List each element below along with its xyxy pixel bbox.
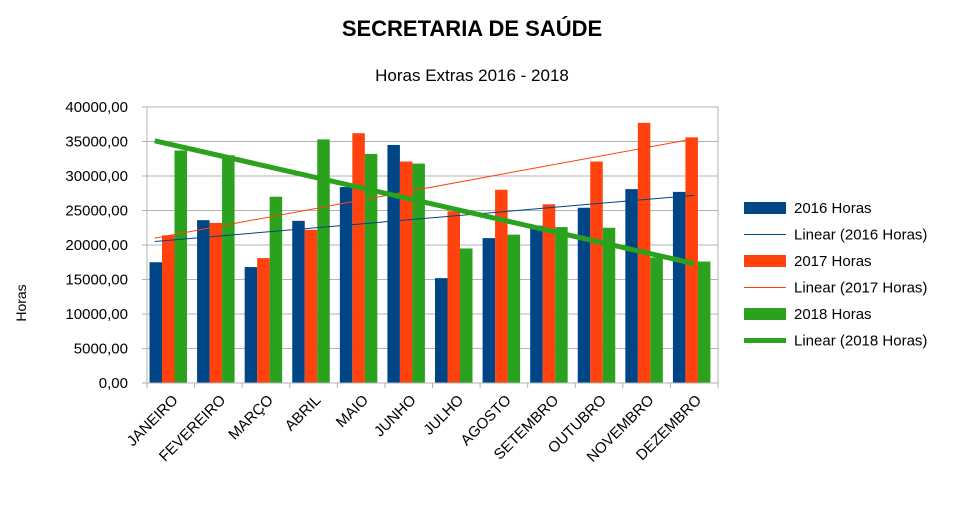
bar (590, 161, 603, 383)
y-tick-label: 5000,00 (74, 341, 128, 358)
bar (209, 222, 223, 383)
y-tick-label: 10000,00 (65, 306, 128, 323)
y-tick-label: 0,00 (99, 375, 128, 392)
legend-label: Linear (2018 Horas) (794, 333, 927, 350)
bar (555, 227, 568, 383)
bar (672, 191, 686, 383)
bar (364, 153, 378, 383)
bars (149, 122, 711, 384)
legend-label: Linear (2016 Horas) (794, 227, 927, 244)
chart-title: SECRETARIA DE SAÚDE (342, 16, 602, 41)
y-tick-label: 15000,00 (65, 272, 128, 289)
y-tick-label: 35000,00 (65, 134, 128, 151)
y-tick-label: 20000,00 (65, 237, 128, 254)
x-tick-label: MAIO (333, 392, 372, 431)
bar (460, 248, 473, 383)
x-tick-label: MARÇO (225, 392, 277, 444)
x-tick-label: ABRIL (282, 392, 325, 435)
bar (222, 155, 235, 383)
legend-label: Linear (2017 Horas) (794, 280, 927, 297)
legend-bar-swatch (744, 255, 786, 267)
x-tick-label: JULHO (420, 392, 467, 439)
bar (697, 261, 711, 383)
x-tick-label: JUNHO (371, 392, 420, 441)
trendlines (154, 138, 695, 267)
bar (162, 235, 175, 383)
legend-label: 2018 Horas (794, 306, 872, 323)
bar (352, 133, 365, 383)
bar (507, 234, 521, 383)
y-axis-ticks: 0,00 5000,00 10000,00 15000,00 20000,00 25000… (65, 99, 128, 392)
bar (399, 161, 413, 383)
bar (317, 139, 330, 383)
trendline (154, 138, 695, 267)
y-axis-label: Horas (13, 284, 29, 321)
bar (577, 207, 591, 383)
bar (482, 238, 496, 383)
bar (149, 262, 162, 383)
bar (625, 189, 638, 383)
bar (304, 229, 318, 383)
bar (495, 189, 508, 383)
legend: 2016 Horas Linear (2016 Horas) 2017 Horas L… (744, 200, 927, 350)
legend-label: 2017 Horas (794, 253, 872, 270)
bar (650, 257, 663, 383)
bar (339, 187, 353, 383)
legend-bar-swatch (744, 202, 786, 214)
y-tick-label: 40000,00 (65, 99, 128, 116)
bar (542, 204, 556, 383)
bar (602, 227, 616, 383)
bar (387, 144, 400, 383)
legend-bar-swatch (744, 308, 786, 320)
bar (244, 267, 258, 383)
bar (197, 220, 210, 383)
bar (685, 137, 698, 383)
bar (435, 278, 448, 383)
bar (447, 211, 460, 383)
bar (412, 163, 425, 383)
bar (530, 225, 543, 383)
bar (257, 258, 270, 383)
y-tick-label: 25000,00 (65, 203, 128, 220)
trendline (154, 138, 695, 239)
legend-label: 2016 Horas (794, 200, 872, 217)
bar (174, 150, 187, 383)
chart-subtitle: Horas Extras 2016 - 2018 (375, 66, 569, 85)
bar (269, 196, 283, 383)
trendline (154, 194, 695, 243)
y-tick-label: 30000,00 (65, 168, 128, 185)
bar (292, 220, 305, 383)
